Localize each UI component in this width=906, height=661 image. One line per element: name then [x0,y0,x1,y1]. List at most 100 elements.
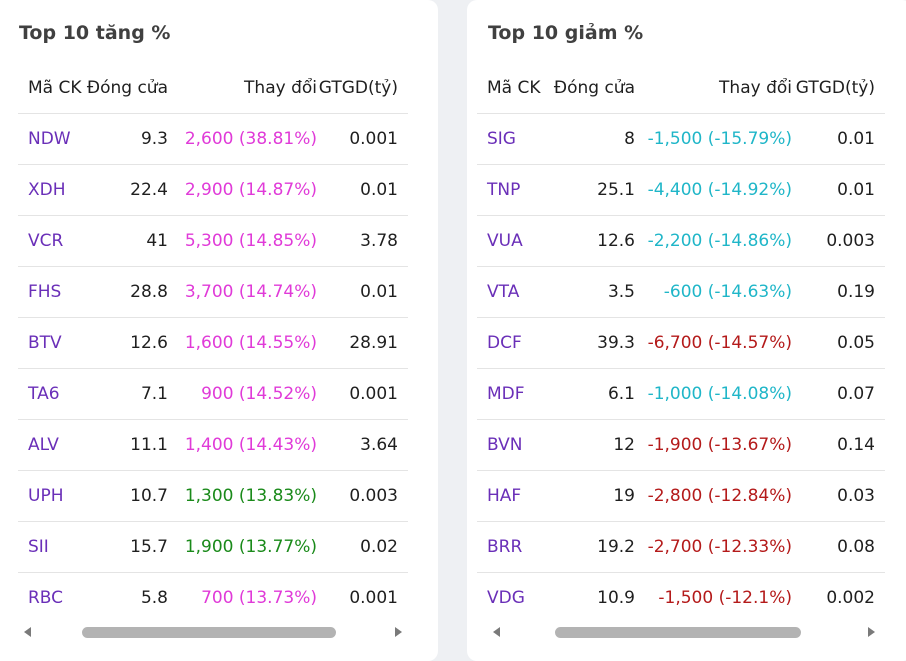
stock-symbol[interactable]: VDG [487,588,525,608]
price-change: 5,300 (14.85%) [184,231,317,251]
price-change: 1,900 (13.77%) [184,537,317,557]
close-price: 15.7 [130,537,168,557]
header-change: Thay đổi [244,78,317,98]
stock-symbol[interactable]: NDW [28,129,71,149]
close-price: 6.1 [607,384,635,404]
card-title: Top 10 giảm % [488,22,644,44]
table-row[interactable]: VDG 10.9 -1,500 (-12.1%) 0.002 [477,572,885,624]
stock-symbol[interactable]: XDH [28,180,66,200]
horizontal-scrollbar[interactable] [24,624,412,640]
price-change: 1,600 (14.55%) [184,333,317,353]
trade-value: 0.01 [837,129,875,149]
table-row[interactable]: DCF 39.3 -6,700 (-14.57%) 0.05 [477,317,885,369]
close-price: 5.8 [140,588,168,608]
scroll-left-arrow-icon[interactable] [24,627,31,637]
table-row[interactable]: VUA 12.6 -2,200 (-14.86%) 0.003 [477,215,885,267]
stock-symbol[interactable]: DCF [487,333,522,353]
trade-value: 0.01 [360,180,398,200]
stock-symbol[interactable]: ALV [28,435,59,455]
top-gainers-card: Top 10 tăng % Mã CK Đóng cửa Thay đổi GT… [0,0,438,661]
close-price: 19 [613,486,635,506]
table-row[interactable]: VTA 3.5 -600 (-14.63%) 0.19 [477,266,885,318]
price-change: 1,400 (14.43%) [184,435,317,455]
close-price: 12.6 [597,231,635,251]
close-price: 3.5 [607,282,635,302]
trade-value: 3.78 [360,231,398,251]
close-price: 10.7 [130,486,168,506]
scroll-right-arrow-icon[interactable] [395,627,402,637]
table-row[interactable]: BVN 12 -1,900 (-13.67%) 0.14 [477,419,885,471]
stock-symbol[interactable]: RBC [28,588,64,608]
card-title: Top 10 tăng % [19,22,171,44]
table-row[interactable]: FHS 28.8 3,700 (14.74%) 0.01 [18,266,408,318]
close-price: 12 [613,435,635,455]
close-price: 25.1 [597,180,635,200]
close-price: 8 [624,129,635,149]
trade-value: 0.001 [349,384,398,404]
close-price: 7.1 [140,384,168,404]
stock-symbol[interactable]: TA6 [28,384,60,404]
price-change: -1,500 (-15.79%) [647,129,792,149]
stock-symbol[interactable]: VCR [28,231,64,251]
close-price: 39.3 [597,333,635,353]
close-price: 10.9 [597,588,635,608]
trade-value: 0.14 [837,435,875,455]
close-price: 19.2 [597,537,635,557]
table-row[interactable]: XDH 22.4 2,900 (14.87%) 0.01 [18,164,408,216]
table-row[interactable]: HAF 19 -2,800 (-12.84%) 0.03 [477,470,885,522]
stock-symbol[interactable]: HAF [487,486,522,506]
stock-symbol[interactable]: BTV [28,333,62,353]
price-change: 3,700 (14.74%) [184,282,317,302]
table-row[interactable]: VCR 41 5,300 (14.85%) 3.78 [18,215,408,267]
stock-symbol[interactable]: VUA [487,231,523,251]
price-change: -2,700 (-12.33%) [647,537,792,557]
table-row[interactable]: ALV 11.1 1,400 (14.43%) 3.64 [18,419,408,471]
trade-value: 0.01 [360,282,398,302]
table-row[interactable]: BTV 12.6 1,600 (14.55%) 28.91 [18,317,408,369]
table-row[interactable]: TNP 25.1 -4,400 (-14.92%) 0.01 [477,164,885,216]
stock-symbol[interactable]: FHS [28,282,62,302]
scrollbar-thumb[interactable] [555,627,801,638]
stock-symbol[interactable]: BVN [487,435,523,455]
close-price: 28.8 [130,282,168,302]
trade-value: 3.64 [360,435,398,455]
table-row[interactable]: UPH 10.7 1,300 (13.83%) 0.003 [18,470,408,522]
price-change: 700 (13.73%) [201,588,317,608]
header-value: GTGD(tỷ) [795,78,875,98]
top-losers-card: Top 10 giảm % Mã CK Đóng cửa Thay đổi GT… [467,0,906,661]
stock-symbol[interactable]: VTA [487,282,520,302]
close-price: 41 [146,231,168,251]
table-row[interactable]: NDW 9.3 2,600 (38.81%) 0.001 [18,113,408,165]
trade-value: 0.08 [837,537,875,557]
table-row[interactable]: TA6 7.1 900 (14.52%) 0.001 [18,368,408,420]
price-change: -2,200 (-14.86%) [647,231,792,251]
header-symbol: Mã CK [487,78,541,98]
table-row[interactable]: BRR 19.2 -2,700 (-12.33%) 0.08 [477,521,885,573]
table-row[interactable]: SIG 8 -1,500 (-15.79%) 0.01 [477,113,885,165]
scroll-left-arrow-icon[interactable] [493,627,500,637]
header-close: Đóng cửa [86,78,168,98]
header-change: Thay đổi [719,78,792,98]
trade-value: 0.003 [349,486,398,506]
scroll-right-arrow-icon[interactable] [868,627,875,637]
price-change: -600 (-14.63%) [663,282,792,302]
table-row[interactable]: MDF 6.1 -1,000 (-14.08%) 0.07 [477,368,885,420]
stock-symbol[interactable]: BRR [487,537,523,557]
stock-symbol[interactable]: SIG [487,129,516,149]
header-value: GTGD(tỷ) [318,78,398,98]
scrollbar-thumb[interactable] [82,627,336,638]
stock-symbol[interactable]: SII [28,537,49,557]
horizontal-scrollbar[interactable] [493,624,885,640]
stock-symbol[interactable]: MDF [487,384,525,404]
header-symbol: Mã CK [28,78,82,98]
close-price: 11.1 [130,435,168,455]
trade-value: 0.002 [826,588,875,608]
table-header: Mã CK Đóng cửa Thay đổi GTGD(tỷ) [18,63,408,113]
table-row[interactable]: RBC 5.8 700 (13.73%) 0.001 [18,572,408,624]
price-change: -1,000 (-14.08%) [647,384,792,404]
price-change: 900 (14.52%) [201,384,317,404]
trade-value: 0.001 [349,588,398,608]
stock-symbol[interactable]: TNP [487,180,521,200]
stock-symbol[interactable]: UPH [28,486,64,506]
table-row[interactable]: SII 15.7 1,900 (13.77%) 0.02 [18,521,408,573]
